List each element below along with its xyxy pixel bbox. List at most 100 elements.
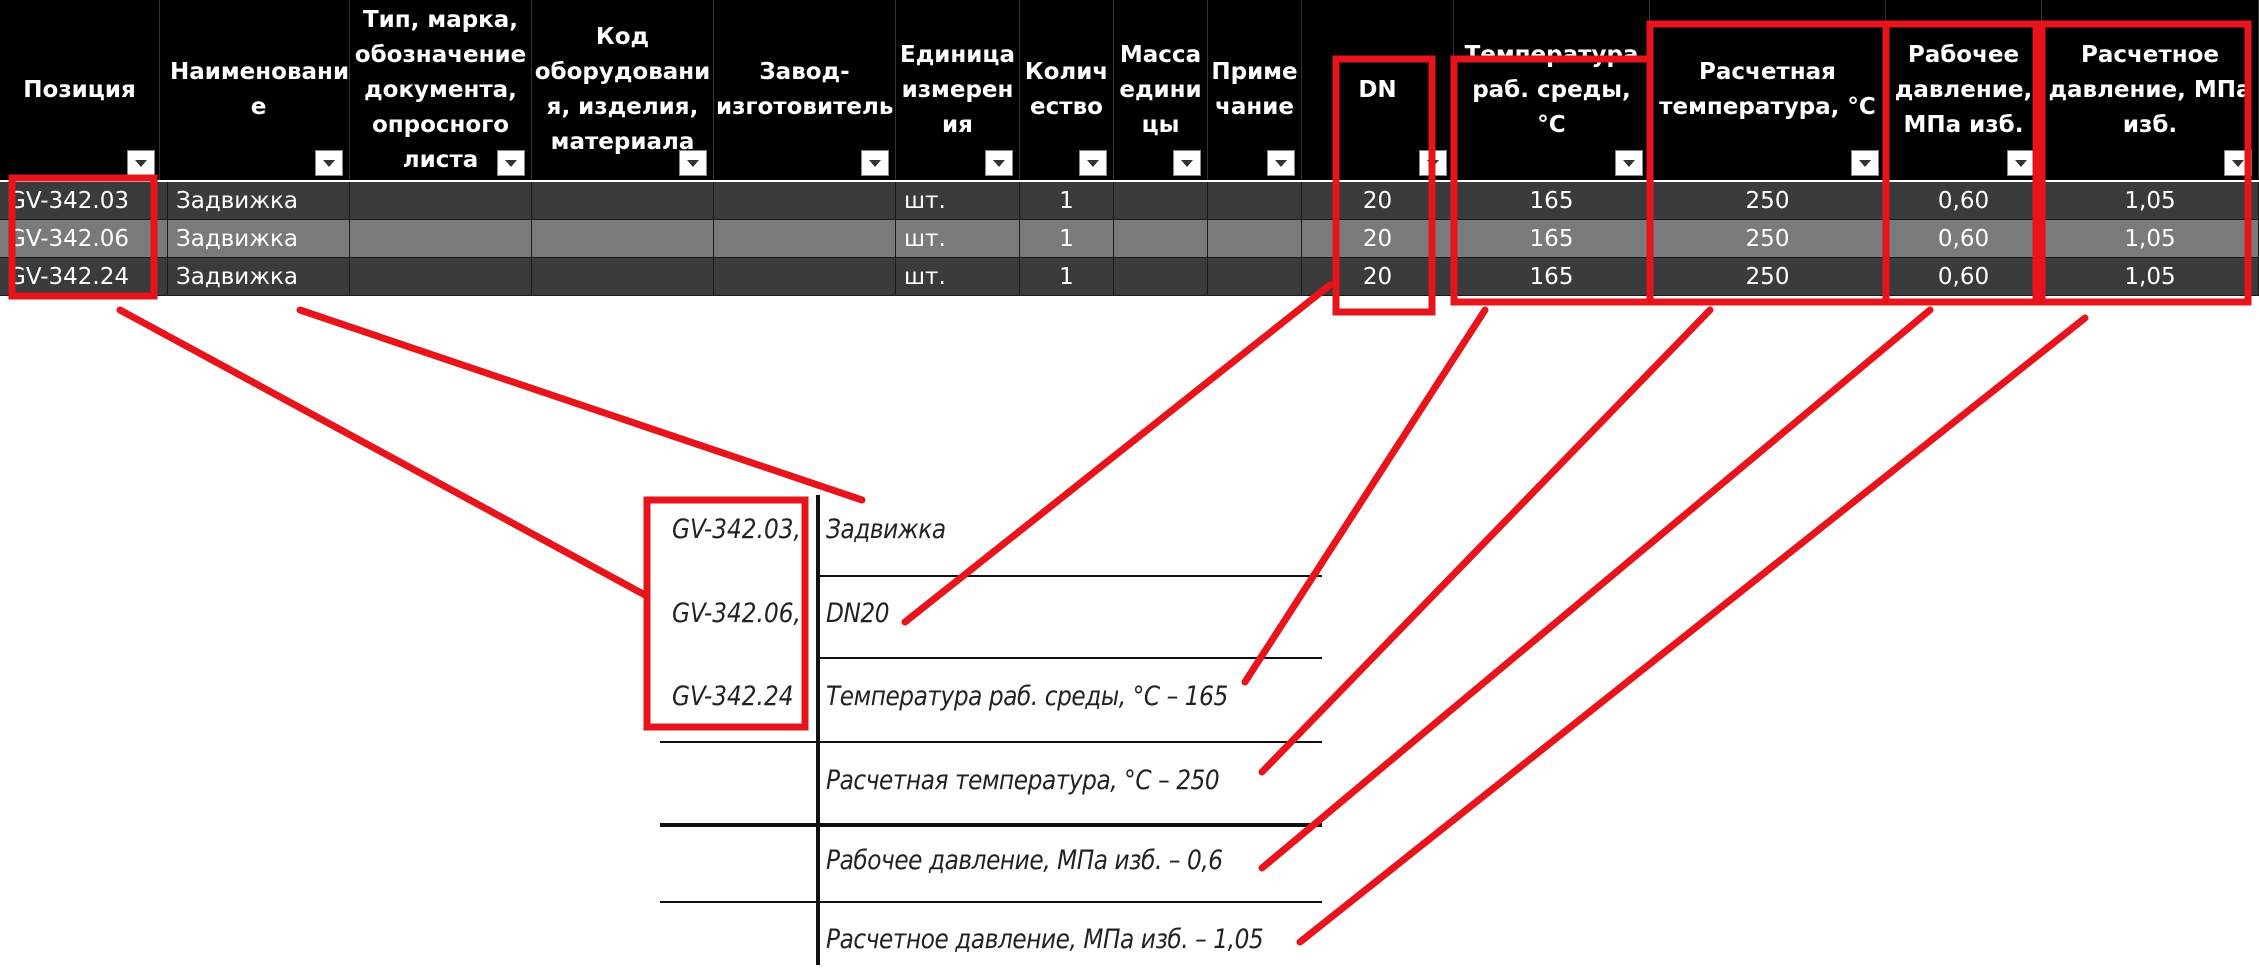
cell-manufacturer[interactable] <box>714 258 896 296</box>
filter-dropdown-icon[interactable] <box>1267 150 1295 176</box>
column-header-design-pressure[interactable]: Расчетное давление, МПа изб. <box>2042 0 2259 180</box>
drawing-line-name: Задвижка <box>826 514 946 545</box>
cell-design-pressure[interactable]: 1,05 <box>2042 182 2259 220</box>
column-header-label: Код оборудовани я, изделия, материала <box>534 24 711 155</box>
column-header-label: DN <box>1358 76 1397 103</box>
cell-quantity[interactable]: 1 <box>1020 220 1114 258</box>
column-header-label: Наименовани е <box>170 59 350 120</box>
cell-design-temp[interactable]: 250 <box>1650 220 1886 258</box>
filter-dropdown-icon[interactable] <box>315 150 343 176</box>
filter-dropdown-icon[interactable] <box>2007 150 2035 176</box>
cell-mass[interactable] <box>1114 182 1208 220</box>
cell-type[interactable] <box>350 182 532 220</box>
cell-work-pressure[interactable]: 0,60 <box>1886 182 2042 220</box>
cell-quantity[interactable]: 1 <box>1020 258 1114 296</box>
cell-work-pressure[interactable]: 0,60 <box>1886 258 2042 296</box>
column-header-label: Позиция <box>23 76 136 103</box>
cell-quantity[interactable]: 1 <box>1020 182 1114 220</box>
cell-note[interactable] <box>1208 182 1302 220</box>
column-header-type[interactable]: Тип, марка, обозначение документа, опрос… <box>350 0 532 180</box>
column-header-label: Рабочее давление, МПа изб. <box>1894 41 2033 138</box>
connector-line <box>901 281 1334 626</box>
cell-mass[interactable] <box>1114 258 1208 296</box>
column-header-dn[interactable]: DN <box>1302 0 1454 180</box>
cell-type[interactable] <box>350 220 532 258</box>
drawing-position-3: GV-342.24 <box>672 681 794 712</box>
connector-line <box>1258 306 1714 776</box>
column-header-unit[interactable]: Единица измерен ия <box>896 0 1020 180</box>
cell-design-pressure[interactable]: 1,05 <box>2042 220 2259 258</box>
table-row[interactable]: GV-342.03 Задвижка шт. 1 20 165 250 0,60 1,05 <box>0 182 2259 220</box>
table-row[interactable]: GV-342.06 Задвижка шт. 1 20 165 250 0,60 1,05 <box>0 220 2259 258</box>
column-header-mass[interactable]: Масса едини цы <box>1114 0 1208 180</box>
connector-line <box>1296 314 2089 946</box>
cell-design-pressure[interactable]: 1,05 <box>2042 258 2259 296</box>
cell-name[interactable]: Задвижка <box>168 182 350 220</box>
drawing-line-work-pressure: Рабочее давление, МПа изб. – 0,6 <box>826 845 1223 876</box>
cell-unit[interactable]: шт. <box>896 258 1020 296</box>
cell-name[interactable]: Задвижка <box>168 220 350 258</box>
connector-line <box>296 306 866 504</box>
filter-dropdown-icon[interactable] <box>1615 150 1643 176</box>
column-header-label: Тип, марка, обозначение документа, опрос… <box>354 6 527 173</box>
filter-active-icon[interactable] <box>127 150 155 176</box>
column-header-note[interactable]: Приме чание <box>1208 0 1302 180</box>
cell-code[interactable] <box>532 258 714 296</box>
filter-dropdown-icon[interactable] <box>679 150 707 176</box>
column-header-design-temp[interactable]: Расчетная температура, °С <box>1650 0 1886 180</box>
cell-manufacturer[interactable] <box>714 182 896 220</box>
filter-dropdown-icon[interactable] <box>497 150 525 176</box>
cell-code[interactable] <box>532 220 714 258</box>
cell-position[interactable]: GV-342.06 <box>0 220 168 258</box>
cell-note[interactable] <box>1208 258 1302 296</box>
column-header-label: Единица измерен ия <box>900 41 1015 138</box>
cell-manufacturer[interactable] <box>714 220 896 258</box>
table-row[interactable]: GV-342.24 Задвижка шт. 1 20 165 250 0,60 1,05 <box>0 258 2259 296</box>
column-header-label: Масса едини цы <box>1119 41 1202 138</box>
drawing-position-1: GV-342.03, <box>672 514 801 545</box>
cell-name[interactable]: Задвижка <box>168 258 350 296</box>
cell-unit[interactable]: шт. <box>896 220 1020 258</box>
cell-work-temp[interactable]: 165 <box>1454 220 1650 258</box>
column-header-label: Колич ество <box>1024 59 1109 120</box>
connector-line <box>1241 306 1489 686</box>
column-header-work-pressure[interactable]: Рабочее давление, МПа изб. <box>1886 0 2042 180</box>
drawing-line-work-temp: Температура раб. среды, °С – 165 <box>826 681 1228 712</box>
cell-unit[interactable]: шт. <box>896 182 1020 220</box>
drawing-line-design-temp: Расчетная температура, °С – 250 <box>826 765 1220 796</box>
column-header-manufacturer[interactable]: Завод-изготовитель <box>714 0 896 180</box>
filter-dropdown-icon[interactable] <box>1079 150 1107 176</box>
cell-work-temp[interactable]: 165 <box>1454 182 1650 220</box>
drawing-line-dn: DN20 <box>826 598 890 629</box>
filter-dropdown-icon[interactable] <box>2224 150 2252 176</box>
filter-dropdown-icon[interactable] <box>1851 150 1879 176</box>
cell-design-temp[interactable]: 250 <box>1650 182 1886 220</box>
connector-lines <box>116 281 2089 946</box>
connector-line <box>1258 306 1934 872</box>
cell-work-pressure[interactable]: 0,60 <box>1886 220 2042 258</box>
column-header-position[interactable]: Позиция <box>0 0 160 180</box>
cell-work-temp[interactable]: 165 <box>1454 258 1650 296</box>
cell-mass[interactable] <box>1114 220 1208 258</box>
column-header-name[interactable]: Наименовани е <box>168 0 350 180</box>
column-header-quantity[interactable]: Колич ество <box>1020 0 1114 180</box>
column-header-label: Температура раб. среды, °С <box>1464 41 1639 138</box>
cell-dn[interactable]: 20 <box>1302 220 1454 258</box>
cell-note[interactable] <box>1208 220 1302 258</box>
column-header-work-temp[interactable]: Температура раб. среды, °С <box>1454 0 1650 180</box>
cell-code[interactable] <box>532 182 714 220</box>
drawing-position-2: GV-342.06, <box>672 598 801 629</box>
filter-dropdown-icon[interactable] <box>985 150 1013 176</box>
filter-dropdown-icon[interactable] <box>1173 150 1201 176</box>
cell-position[interactable]: GV-342.03 <box>0 182 168 220</box>
filter-dropdown-icon[interactable] <box>861 150 889 176</box>
spreadsheet: Позиция Наименовани е Тип, марка, обозна… <box>0 0 2259 300</box>
filter-dropdown-icon[interactable] <box>1419 150 1447 176</box>
cell-dn[interactable]: 20 <box>1302 258 1454 296</box>
cell-position[interactable]: GV-342.24 <box>0 258 168 296</box>
cell-design-temp[interactable]: 250 <box>1650 258 1886 296</box>
column-header-code[interactable]: Код оборудовани я, изделия, материала <box>532 0 714 180</box>
cell-type[interactable] <box>350 258 532 296</box>
column-header-label: Расчетная температура, °С <box>1659 59 1876 120</box>
cell-dn[interactable]: 20 <box>1302 182 1454 220</box>
